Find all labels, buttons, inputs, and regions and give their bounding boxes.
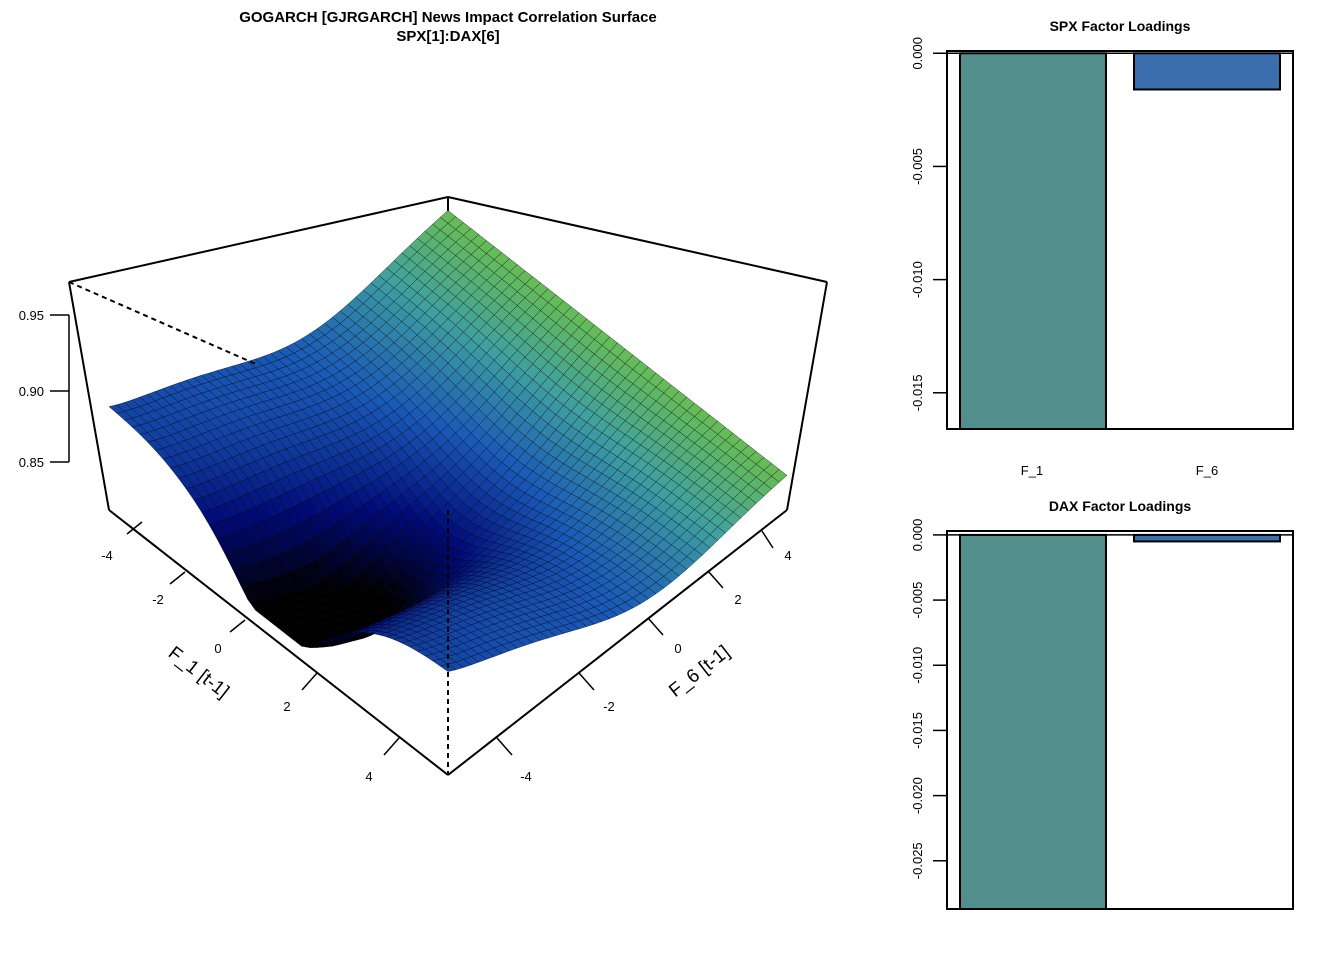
- f6-tick-label: 2: [734, 592, 741, 607]
- spx-loadings-panel: SPX Factor Loadings 0.000 -0.005 -0.010 -0.…: [910, 18, 1294, 478]
- y-tick-label: -0.010: [910, 261, 925, 298]
- f6-tick-mark: [761, 530, 774, 549]
- z-tick-label: 0.95: [19, 308, 44, 323]
- f1-tick-mark: [301, 672, 318, 691]
- spx-x-label-f1: F_1: [1021, 463, 1043, 478]
- y-tick-label: -0.005: [910, 148, 925, 185]
- dax-bars: [947, 533, 1293, 910]
- y-tick-label: 0.000: [910, 37, 925, 70]
- bar-f1: [959, 533, 1107, 910]
- z-tick-label: 0.90: [19, 384, 44, 399]
- bar-f6: [1133, 52, 1281, 91]
- surface-subtitle: SPX[1]:DAX[6]: [396, 28, 499, 45]
- y-tick-label: 0.000: [910, 519, 925, 552]
- z-axis: 0.95 0.90 0.85: [19, 308, 70, 470]
- f1-tick-label: 2: [283, 699, 290, 714]
- surface-title: GOGARCH [GJRGARCH] News Impact Correlati…: [239, 9, 657, 26]
- surface-panel: GOGARCH [GJRGARCH] News Impact Correlati…: [19, 9, 828, 784]
- y-tick-label: -0.025: [910, 842, 925, 879]
- spx-bars: [947, 52, 1293, 431]
- f6-tick-label: -2: [603, 699, 615, 714]
- spx-panel-title: SPX Factor Loadings: [1050, 18, 1191, 34]
- f1-tick-label: -2: [152, 592, 164, 607]
- f1-tick-mark: [126, 521, 143, 535]
- z-tick-label: 0.85: [19, 455, 44, 470]
- box-edge-back-top-left: [68, 196, 449, 283]
- box-edge-bottom-right: [447, 509, 788, 776]
- f6-tick-mark: [707, 570, 724, 589]
- box-edge-bottom-left: [108, 509, 449, 776]
- f6-tick-mark: [578, 672, 595, 691]
- f6-tick-mark: [647, 617, 664, 636]
- spx-y-axis: 0.000 -0.005 -0.010 -0.015: [910, 37, 948, 411]
- bar-f1: [959, 52, 1107, 431]
- f6-tick-label: 0: [674, 641, 681, 656]
- box-edge-front-top-dashed: [68, 281, 259, 366]
- bar-f6: [1133, 533, 1281, 543]
- f1-tick-mark: [383, 737, 400, 756]
- f1-tick-label: 0: [214, 641, 221, 656]
- box-edge-left-vertical: [68, 281, 110, 511]
- dax-panel-title: DAX Factor Loadings: [1049, 498, 1192, 514]
- surface-mesh: [108, 210, 788, 672]
- y-tick-label: -0.015: [910, 374, 925, 411]
- box-edge-right-vertical: [786, 281, 828, 511]
- dax-loadings-panel: DAX Factor Loadings 0.000 -0.005 -0.010 -0.…: [910, 498, 1294, 910]
- f1-tick-mark: [229, 619, 246, 633]
- spx-x-label-f6: F_6: [1196, 463, 1218, 478]
- dax-y-axis: 0.000 -0.005 -0.010 -0.015 -0.020 -0.025: [910, 519, 948, 879]
- f6-tick-mark: [496, 737, 513, 756]
- y-tick-label: -0.010: [910, 647, 925, 684]
- f1-axis: [126, 521, 400, 756]
- f6-axis: [496, 530, 774, 756]
- y-tick-label: -0.005: [910, 582, 925, 619]
- box-edge-back-top-right: [447, 196, 828, 283]
- f1-axis-title: F_1 [t-1]: [164, 643, 233, 703]
- box-front-edges: [68, 281, 828, 776]
- y-tick-label: -0.015: [910, 712, 925, 749]
- f1-tick-label: -4: [101, 548, 113, 563]
- f6-tick-label: 4: [784, 548, 791, 563]
- f6-tick-label: -4: [520, 769, 532, 784]
- f1-tick-mark: [169, 571, 186, 585]
- f1-tick-label: 4: [365, 769, 372, 784]
- y-tick-label: -0.020: [910, 777, 925, 814]
